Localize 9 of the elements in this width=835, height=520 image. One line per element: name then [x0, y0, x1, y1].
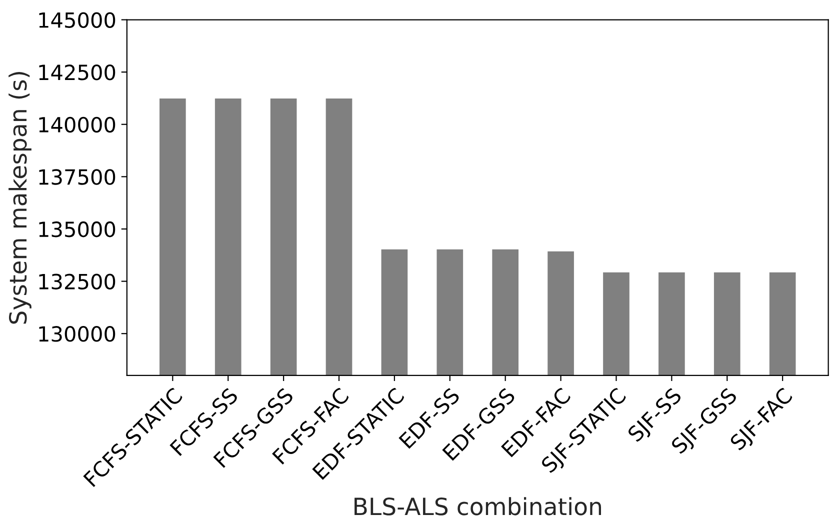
y-tick-label: 130000	[39, 326, 116, 342]
y-tick-label: 145000	[39, 12, 116, 28]
y-tick-label: 142500	[39, 64, 116, 80]
y-tick-label: 140000	[39, 116, 116, 133]
y-tick-label: 137500	[39, 169, 116, 185]
y-tick-label: 135000	[39, 221, 116, 238]
y-axis-title: System makespan (s)	[8, 72, 32, 324]
x-axis-title: BLS-ALS combination	[354, 497, 601, 516]
y-tick-label: 132500	[39, 274, 116, 290]
